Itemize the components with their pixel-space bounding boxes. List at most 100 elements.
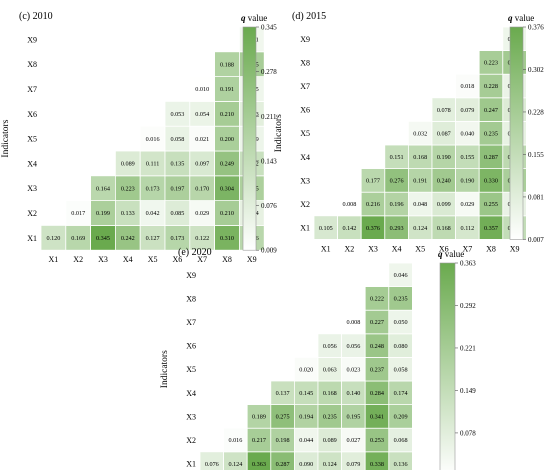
cell-value-label: 0.255 bbox=[484, 201, 498, 208]
cell-value-label: 0.020 bbox=[299, 366, 313, 373]
cell-value-label: 0.189 bbox=[252, 414, 266, 421]
cell-value-label: 0.023 bbox=[346, 366, 360, 373]
cell-value-label: 0.099 bbox=[437, 201, 451, 208]
cell-value-label: 0.235 bbox=[323, 414, 337, 421]
y-tick-label: X7 bbox=[300, 82, 310, 91]
colorbar-title: q value bbox=[508, 13, 534, 23]
x-tick-label: X4 bbox=[123, 255, 133, 264]
colorbar bbox=[439, 262, 456, 470]
heatmap-cell bbox=[115, 200, 141, 226]
cell-value-label: 0.080 bbox=[394, 343, 408, 350]
cell-value-label: 0.217 bbox=[252, 437, 266, 444]
colorbar-tick-label: 0.149 bbox=[460, 387, 476, 395]
cell-value-label: 0.235 bbox=[394, 296, 408, 303]
x-tick-label: X2 bbox=[345, 244, 355, 253]
cell-value-label: 0.136 bbox=[394, 461, 408, 468]
cell-value-label: 0.044 bbox=[299, 437, 313, 444]
cell-value-label: 0.056 bbox=[346, 343, 360, 350]
cell-value-label: 0.228 bbox=[484, 83, 498, 90]
cell-value-label: 0.054 bbox=[195, 111, 209, 118]
panel-title: (c) 2010 bbox=[19, 11, 53, 22]
cell-value-label: 0.253 bbox=[370, 437, 384, 444]
cell-value-label: 0.168 bbox=[437, 225, 451, 232]
colorbar-tick-label: 0.292 bbox=[460, 302, 476, 310]
cell-value-label: 0.142 bbox=[342, 225, 356, 232]
cell-value-label: 0.135 bbox=[170, 161, 184, 168]
panel-title: (d) 2015 bbox=[292, 11, 326, 22]
y-tick-label: X8 bbox=[186, 294, 196, 303]
cell-value-label: 0.200 bbox=[220, 136, 234, 143]
cell-value-label: 0.276 bbox=[390, 178, 404, 185]
x-tick-label: X4 bbox=[392, 244, 402, 253]
x-tick-label: X2 bbox=[73, 255, 83, 264]
cell-value-label: 0.076 bbox=[205, 461, 219, 468]
cell-value-label: 0.021 bbox=[195, 136, 209, 143]
heatmap-cell bbox=[214, 175, 240, 202]
cell-value-label: 0.169 bbox=[71, 235, 85, 242]
heatmap-cell bbox=[164, 150, 191, 177]
heatmap-cell bbox=[214, 51, 240, 77]
cell-value-label: 0.151 bbox=[390, 154, 404, 161]
cell-value-label: 0.199 bbox=[96, 210, 110, 217]
x-tick-label: X5 bbox=[148, 255, 158, 264]
x-tick-label: X6 bbox=[439, 244, 449, 253]
colorbar-tick-label: 0.078 bbox=[460, 429, 476, 437]
cell-value-label: 0.063 bbox=[323, 366, 337, 373]
cell-value-label: 0.330 bbox=[484, 178, 498, 185]
cell-value-label: 0.188 bbox=[220, 61, 234, 68]
y-tick-label: X2 bbox=[27, 209, 37, 218]
x-tick-label: X1 bbox=[321, 244, 331, 253]
y-tick-label: X4 bbox=[27, 159, 37, 168]
cell-value-label: 0.050 bbox=[394, 319, 408, 326]
cell-value-label: 0.089 bbox=[121, 161, 135, 168]
cell-value-label: 0.042 bbox=[146, 210, 160, 217]
x-tick-label: X3 bbox=[98, 255, 108, 264]
heatmap-cell bbox=[164, 125, 191, 152]
cell-value-label: 0.017 bbox=[71, 210, 85, 217]
heatmap-cell bbox=[164, 101, 191, 127]
heatmap-cell bbox=[189, 150, 216, 177]
heatmap-cell bbox=[214, 101, 240, 127]
heatmap-cell bbox=[139, 224, 166, 251]
cell-value-label: 0.357 bbox=[484, 225, 498, 232]
y-tick-label: X5 bbox=[300, 129, 310, 138]
cell-value-label: 0.079 bbox=[460, 107, 474, 114]
x-tick-label: X7 bbox=[197, 255, 207, 264]
cell-value-label: 0.223 bbox=[484, 60, 498, 67]
colorbar-tick-label: 0.081 bbox=[528, 193, 544, 201]
colorbar-tick-label: 0.228 bbox=[528, 108, 544, 116]
cell-value-label: 0.164 bbox=[96, 185, 110, 192]
cell-value-label: 0.191 bbox=[220, 86, 234, 93]
cell-value-label: 0.127 bbox=[146, 235, 160, 242]
y-tick-label: X8 bbox=[300, 58, 310, 67]
colorbar-tick-label: 0.143 bbox=[261, 157, 277, 165]
heatmap-cell bbox=[40, 224, 67, 251]
heatmap-cell bbox=[189, 224, 216, 251]
y-tick-label: X1 bbox=[27, 234, 37, 243]
heatmap-panel-2015: 0.105 0.142 0.376 0.293 0.124 0.168 0.112 0.357… bbox=[274, 11, 544, 253]
cell-value-label: 0.173 bbox=[170, 235, 184, 242]
cell-value-label: 0.124 bbox=[323, 461, 337, 468]
cell-value-label: 0.008 bbox=[346, 319, 360, 326]
y-tick-label: X5 bbox=[186, 365, 196, 374]
cell-value-label: 0.191 bbox=[413, 178, 427, 185]
colorbar-tick-label: 0.155 bbox=[528, 151, 544, 159]
cell-value-label: 0.137 bbox=[276, 390, 290, 397]
cell-value-label: 0.376 bbox=[366, 225, 380, 232]
cell-value-label: 0.133 bbox=[121, 210, 135, 217]
heatmap-cell bbox=[139, 125, 166, 152]
y-tick-label: X6 bbox=[186, 342, 196, 351]
cell-value-label: 0.198 bbox=[276, 437, 290, 444]
y-tick-label: X4 bbox=[300, 153, 310, 162]
y-tick-label: X7 bbox=[186, 318, 196, 327]
cell-value-label: 0.124 bbox=[413, 225, 427, 232]
heatmap-cell bbox=[214, 150, 240, 177]
cell-value-label: 0.210 bbox=[220, 210, 234, 217]
cell-value-label: 0.016 bbox=[146, 136, 160, 143]
x-tick-label: X9 bbox=[510, 244, 520, 253]
heatmap-cell bbox=[164, 175, 191, 202]
colorbar-tick-label: 0.211 bbox=[261, 113, 277, 121]
cell-value-label: 0.223 bbox=[121, 185, 135, 192]
cell-value-label: 0.304 bbox=[220, 185, 234, 192]
cell-value-label: 0.111 bbox=[146, 161, 159, 168]
